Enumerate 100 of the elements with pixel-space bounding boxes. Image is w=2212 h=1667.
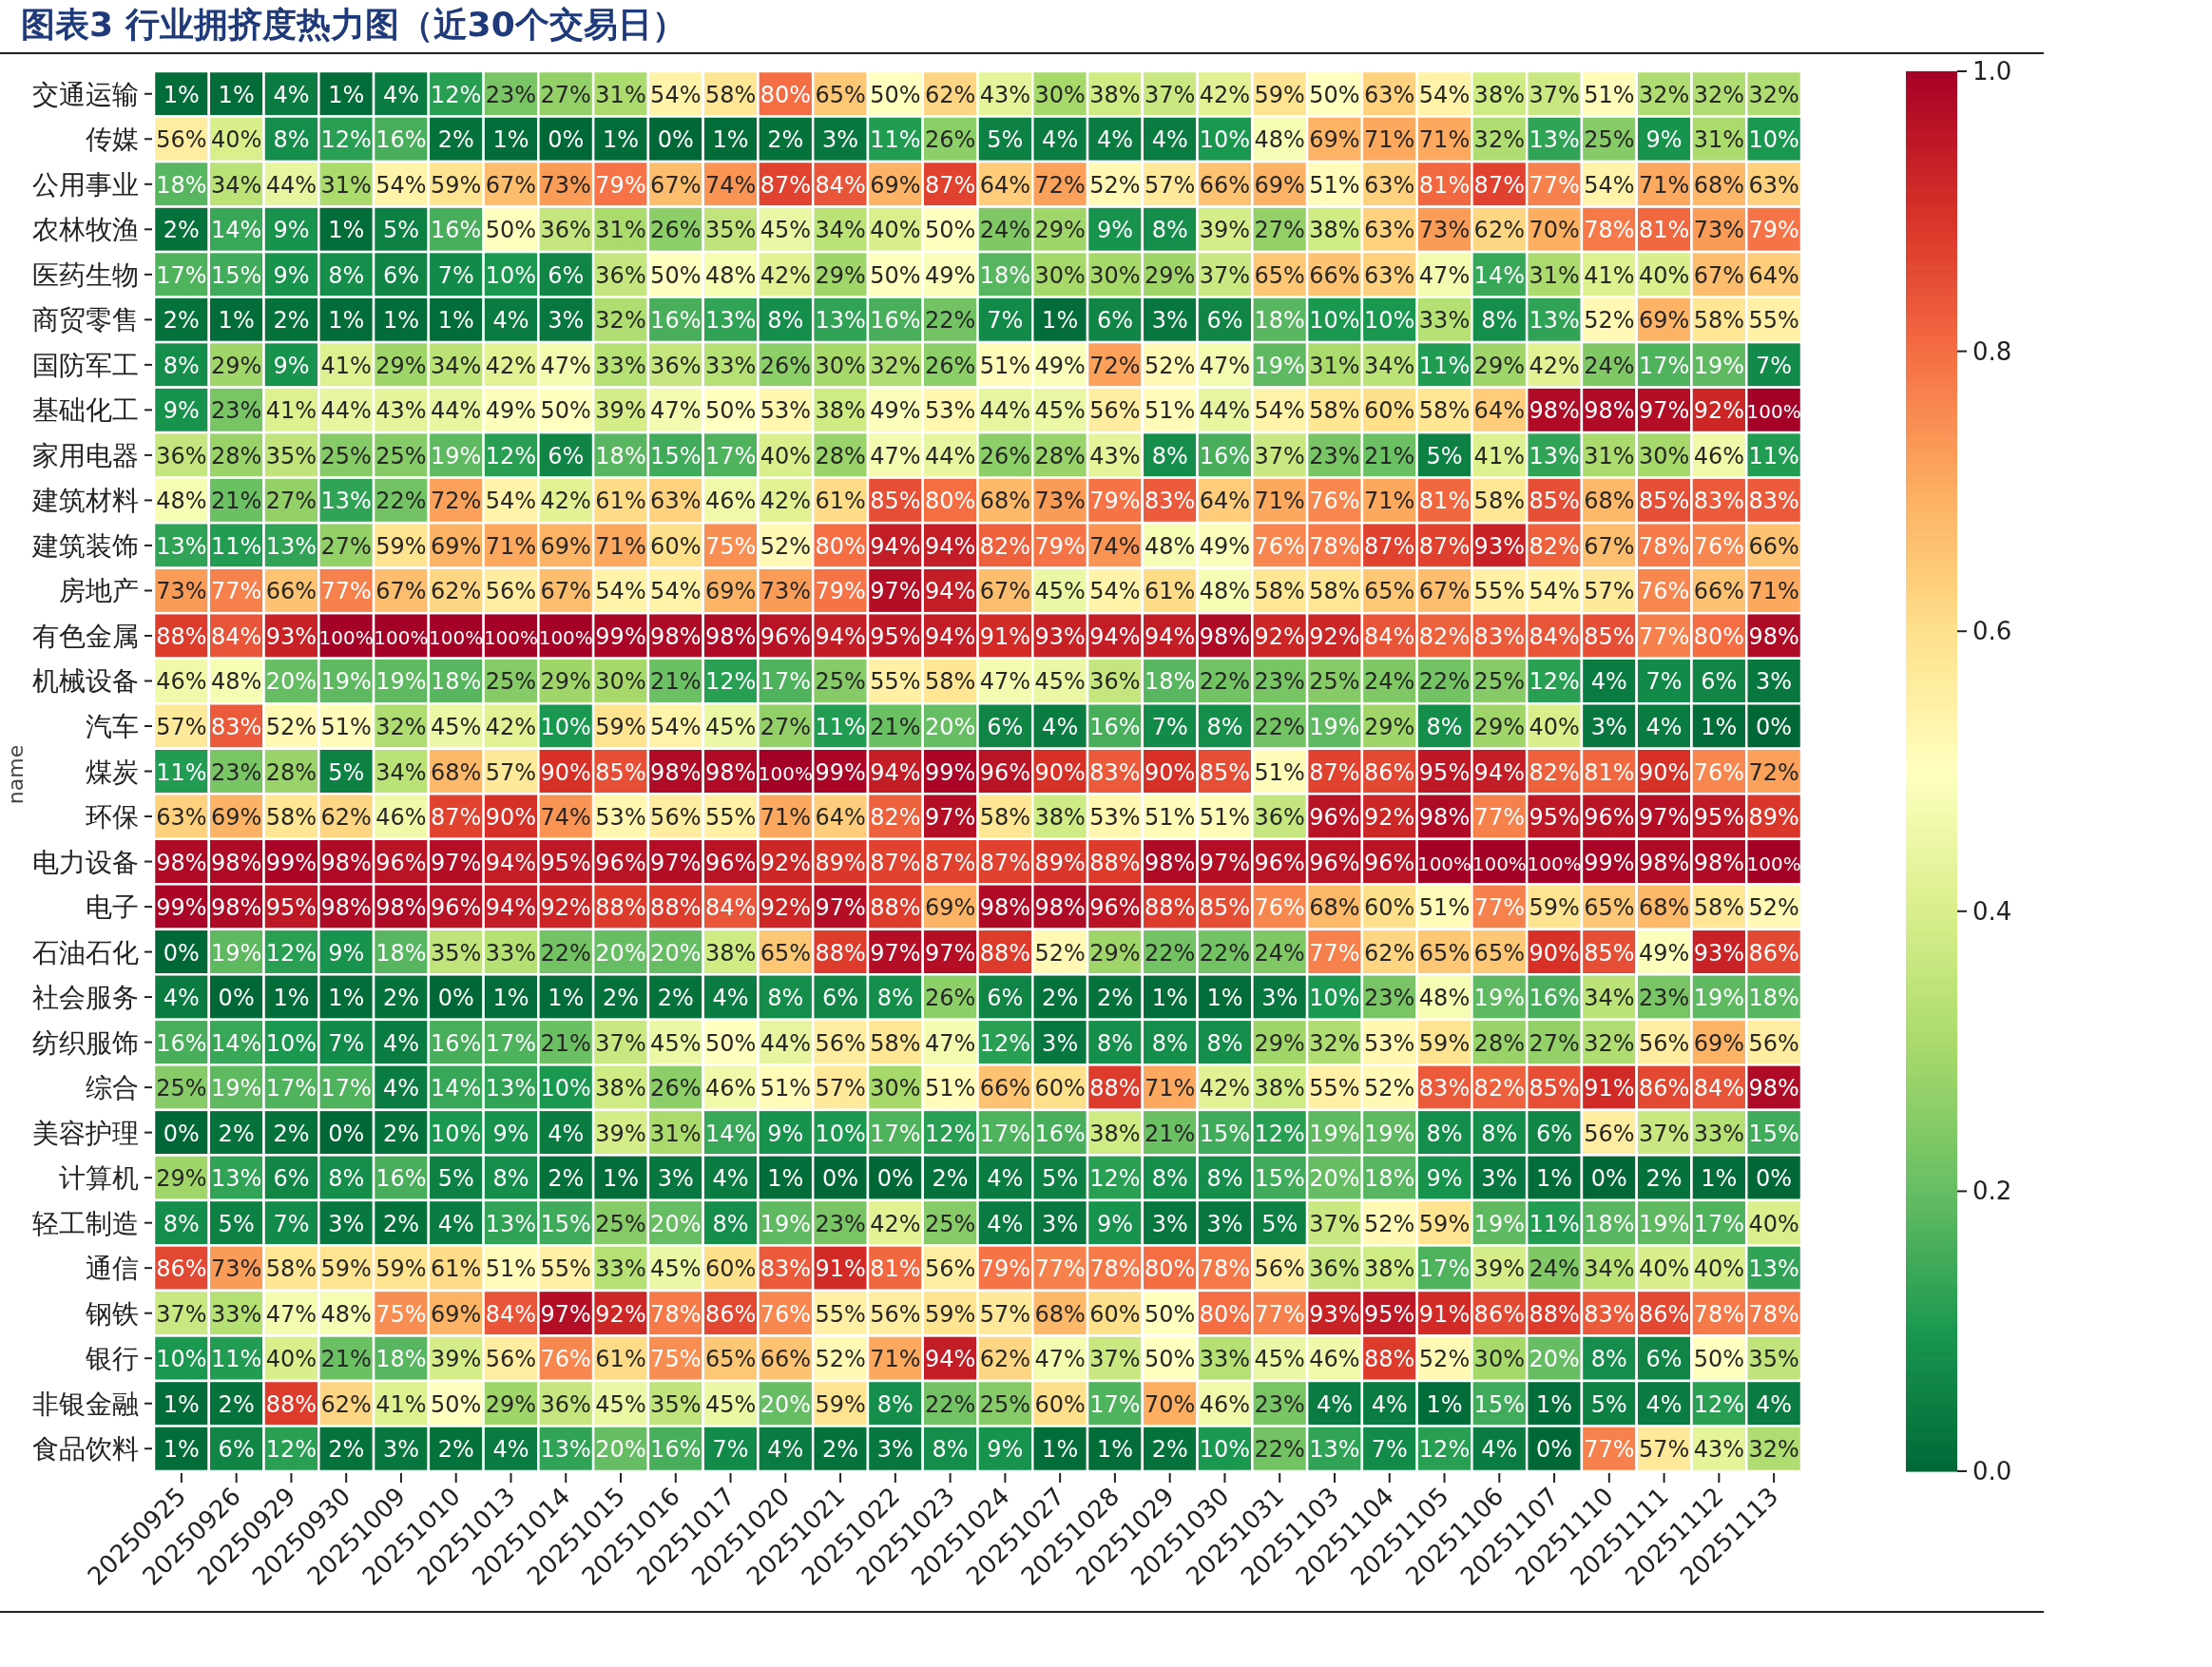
data-label: 94% bbox=[1473, 758, 1525, 786]
data-label: 69% bbox=[431, 1300, 482, 1328]
data-label: 48% bbox=[210, 668, 262, 696]
data-label: 59% bbox=[375, 532, 427, 560]
data-label: 53% bbox=[1089, 804, 1141, 832]
y-tick-label: 环保 bbox=[86, 801, 139, 834]
data-label: 81% bbox=[870, 1255, 921, 1283]
data-label: 83% bbox=[1693, 488, 1745, 515]
data-label: 77% bbox=[1254, 1300, 1305, 1328]
data-label: 4% bbox=[1590, 668, 1627, 696]
data-label: 44% bbox=[265, 171, 317, 199]
data-label: 3% bbox=[328, 1210, 365, 1237]
data-label: 6% bbox=[382, 261, 419, 289]
data-label: 32% bbox=[1638, 81, 1690, 108]
data-label: 62% bbox=[431, 578, 482, 605]
data-label: 80% bbox=[1199, 1300, 1251, 1328]
data-label: 77% bbox=[1638, 623, 1690, 650]
data-label: 63% bbox=[650, 488, 702, 515]
data-label: 12% bbox=[1089, 1165, 1141, 1193]
data-label: 99% bbox=[815, 758, 866, 786]
data-label: 67% bbox=[1584, 532, 1635, 560]
data-label: 30% bbox=[1638, 442, 1690, 469]
data-label: 42% bbox=[760, 261, 811, 289]
data-label: 90% bbox=[1638, 758, 1690, 786]
data-label: 97% bbox=[870, 578, 921, 605]
data-label: 22% bbox=[1254, 1436, 1305, 1464]
data-label: 9% bbox=[273, 261, 310, 289]
data-label: 36% bbox=[540, 1390, 591, 1418]
data-label: 52% bbox=[760, 532, 811, 560]
data-label: 32% bbox=[595, 307, 646, 335]
data-label: 16% bbox=[650, 1436, 702, 1464]
data-label: 29% bbox=[540, 668, 591, 696]
data-label: 94% bbox=[870, 532, 921, 560]
data-label: 23% bbox=[485, 81, 537, 108]
data-label: 40% bbox=[265, 1346, 317, 1373]
data-label: 51% bbox=[1144, 804, 1196, 832]
data-label: 56% bbox=[815, 1029, 866, 1057]
data-label: 17% bbox=[760, 668, 811, 696]
data-label: 8% bbox=[1206, 713, 1243, 740]
data-label: 18% bbox=[1748, 985, 1799, 1012]
data-label: 55% bbox=[1309, 1075, 1360, 1102]
data-label: 37% bbox=[156, 1300, 207, 1328]
data-label: 52% bbox=[1364, 1210, 1415, 1237]
data-label: 51% bbox=[485, 1255, 537, 1283]
data-label: 70% bbox=[1144, 1390, 1196, 1418]
data-label: 76% bbox=[1693, 532, 1745, 560]
data-label: 86% bbox=[704, 1300, 757, 1328]
data-label: 97% bbox=[924, 939, 976, 967]
data-label: 85% bbox=[1584, 623, 1635, 650]
data-label: 1% bbox=[218, 81, 255, 108]
data-label: 29% bbox=[210, 352, 262, 379]
data-label: 71% bbox=[760, 804, 811, 832]
data-label: 97% bbox=[1638, 804, 1690, 832]
data-label: 35% bbox=[1748, 1346, 1799, 1373]
data-label: 30% bbox=[870, 1075, 921, 1102]
data-label: 88% bbox=[650, 894, 702, 922]
data-label: 0% bbox=[657, 126, 694, 154]
data-label: 43% bbox=[375, 397, 427, 425]
data-label: 31% bbox=[1693, 126, 1745, 154]
data-label: 67% bbox=[375, 578, 427, 605]
data-label: 14% bbox=[431, 1075, 482, 1102]
data-label: 11% bbox=[1748, 442, 1799, 469]
data-label: 0% bbox=[437, 985, 474, 1012]
data-label: 21% bbox=[210, 488, 262, 515]
data-label: 62% bbox=[320, 1390, 372, 1418]
data-label: 1% bbox=[1096, 1436, 1133, 1464]
data-label: 45% bbox=[1034, 668, 1086, 696]
data-label: 85% bbox=[1199, 758, 1251, 786]
data-label: 10% bbox=[1199, 126, 1251, 154]
data-label: 92% bbox=[1309, 623, 1360, 650]
data-label: 92% bbox=[595, 1300, 646, 1328]
data-label: 100% bbox=[1527, 852, 1582, 875]
data-label: 69% bbox=[1693, 1029, 1745, 1057]
data-label: 57% bbox=[485, 758, 537, 786]
data-label: 71% bbox=[1144, 1075, 1196, 1102]
y-tick-label: 汽车 bbox=[86, 710, 139, 742]
data-label: 17% bbox=[485, 1029, 537, 1057]
data-label: 37% bbox=[595, 1029, 646, 1057]
data-label: 71% bbox=[595, 532, 646, 560]
data-label: 94% bbox=[924, 1346, 976, 1373]
data-label: 4% bbox=[492, 1436, 529, 1464]
data-label: 80% bbox=[924, 488, 976, 515]
data-label: 1% bbox=[767, 1165, 804, 1193]
data-label: 4% bbox=[1096, 126, 1133, 154]
data-label: 1% bbox=[1536, 1165, 1573, 1193]
data-label: 86% bbox=[1364, 758, 1415, 786]
data-label: 32% bbox=[1473, 126, 1525, 154]
data-label: 54% bbox=[375, 171, 427, 199]
data-label: 37% bbox=[1199, 261, 1251, 289]
y-tick-label: 基础化工 bbox=[32, 394, 139, 427]
data-label: 4% bbox=[1645, 713, 1683, 740]
data-label: 97% bbox=[1638, 397, 1690, 425]
data-label: 3% bbox=[1151, 1210, 1188, 1237]
data-label: 56% bbox=[485, 1346, 537, 1373]
data-label: 59% bbox=[924, 1300, 976, 1328]
data-label: 5% bbox=[382, 217, 419, 244]
data-label: 4% bbox=[1042, 126, 1079, 154]
data-label: 32% bbox=[870, 352, 921, 379]
data-label: 0% bbox=[218, 985, 255, 1012]
data-label: 50% bbox=[431, 1390, 482, 1418]
